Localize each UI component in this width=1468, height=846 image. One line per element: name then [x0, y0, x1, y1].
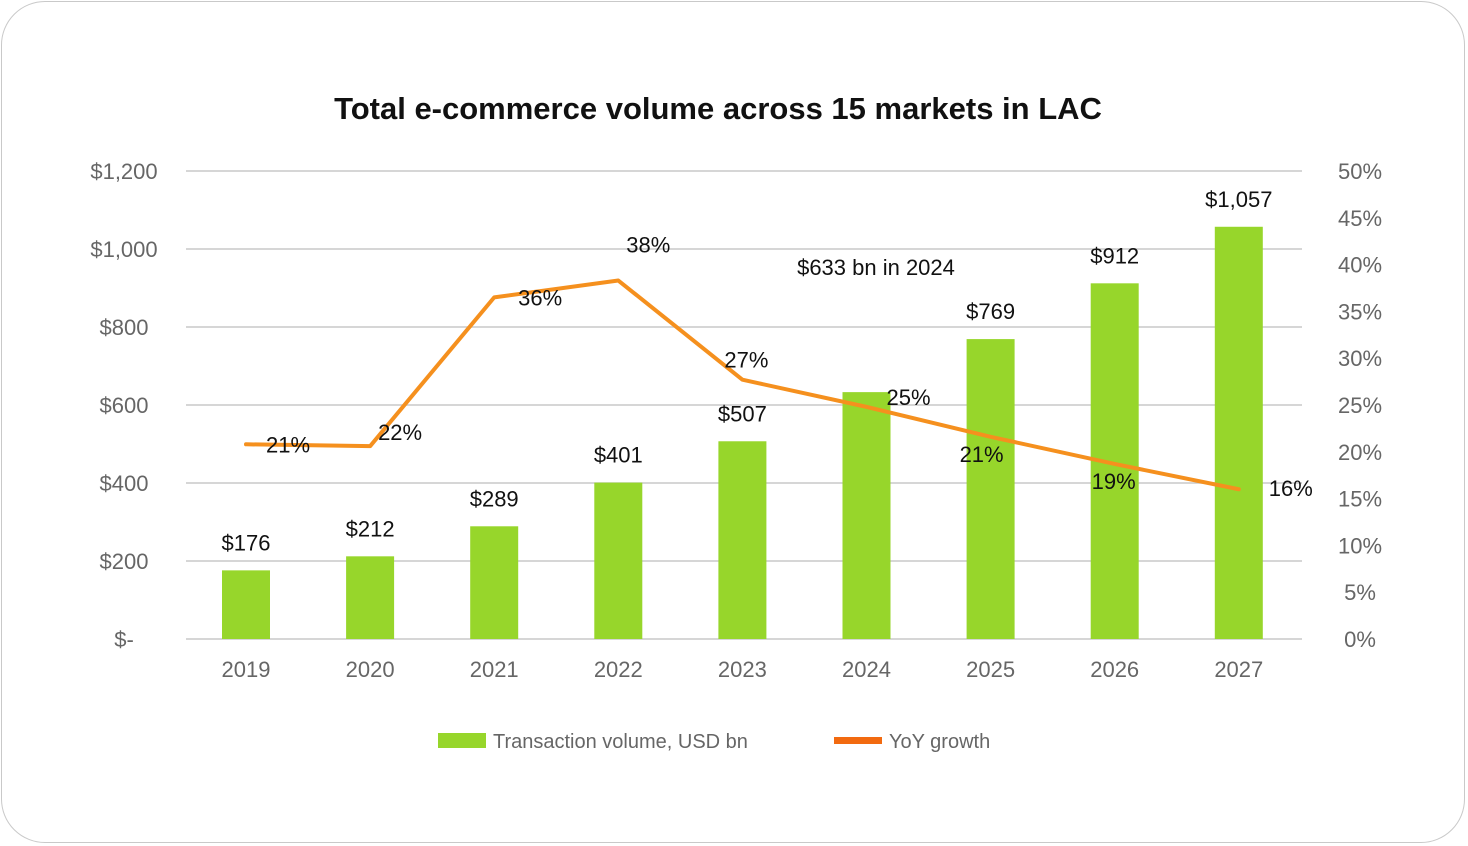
- left-axis-tick-label: $800: [100, 315, 149, 340]
- x-axis-tick-label: 2020: [346, 657, 395, 682]
- growth-value-label: 36%: [518, 285, 562, 310]
- bar-value-label: $176: [222, 530, 271, 555]
- x-axis-tick-label: 2026: [1090, 657, 1139, 682]
- right-axis-tick-label: 30%: [1338, 346, 1382, 371]
- bar: [842, 392, 891, 639]
- bar-value-label: $1,057: [1205, 187, 1272, 212]
- left-axis-tick-label: $600: [100, 393, 149, 418]
- x-axis-ticks: 2019 2020 2021 2022 2023 2024 2025 2026 2027: [222, 657, 1264, 682]
- x-axis-tick-label: 2019: [222, 657, 271, 682]
- bar: [470, 526, 519, 639]
- right-axis-tick-label: 5%: [1344, 580, 1376, 605]
- yoy-growth-line: [244, 278, 1241, 492]
- right-axis-tick-label: 35%: [1338, 299, 1382, 324]
- right-axis-tick-label: 0%: [1344, 627, 1376, 652]
- left-axis-ticks: $- $200 $400 $600 $800 $1,000 $1,200: [90, 159, 157, 652]
- bar: [718, 441, 767, 639]
- x-axis-tick-label: 2023: [718, 657, 767, 682]
- right-axis-tick-label: 10%: [1338, 533, 1382, 558]
- line-series: [244, 278, 1241, 492]
- data-labels: $176 $212 $289 $401 $507 $769 $912 $1,057 21% 22%…: [222, 187, 1313, 556]
- x-axis-tick-label: 2025: [966, 657, 1015, 682]
- right-axis-tick-label: 50%: [1338, 159, 1382, 184]
- right-axis-tick-label: 25%: [1338, 393, 1382, 418]
- growth-value-label: 16%: [1269, 476, 1313, 501]
- right-axis-tick-label: 15%: [1338, 487, 1382, 512]
- x-axis-tick-label: 2024: [842, 657, 891, 682]
- x-axis-tick-label: 2022: [594, 657, 643, 682]
- right-axis-tick-label: 45%: [1338, 206, 1382, 231]
- legend-swatch-line: [834, 737, 882, 744]
- bar-value-label: $769: [966, 299, 1015, 324]
- left-axis-tick-label: $400: [100, 471, 149, 496]
- growth-value-label: 38%: [626, 233, 670, 258]
- growth-value-label: 27%: [724, 348, 768, 373]
- bar-value-label: $401: [594, 443, 643, 468]
- bar-value-label: $507: [718, 401, 767, 426]
- bar-value-label: $912: [1090, 243, 1139, 268]
- left-axis-tick-label: $-: [114, 627, 134, 652]
- bar-series: [222, 226, 1263, 639]
- legend: Transaction volume, USD bn YoY growth: [438, 731, 990, 753]
- growth-value-label: 25%: [886, 385, 930, 410]
- chart-title: Total e-commerce volume across 15 market…: [334, 91, 1102, 126]
- left-axis-tick-label: $1,000: [90, 237, 157, 262]
- legend-swatch-bar: [438, 733, 486, 748]
- bar: [346, 556, 395, 639]
- growth-value-label: 19%: [1092, 469, 1136, 494]
- left-axis-tick-label: $1,200: [90, 159, 157, 184]
- growth-value-label: 21%: [266, 432, 310, 457]
- legend-label-line: YoY growth: [889, 731, 990, 753]
- bar: [1214, 226, 1263, 639]
- bar-value-label: $289: [470, 486, 519, 511]
- x-axis-tick-label: 2027: [1214, 657, 1263, 682]
- bar: [594, 482, 643, 639]
- legend-label-bar: Transaction volume, USD bn: [493, 731, 748, 753]
- x-axis-tick-label: 2021: [470, 657, 519, 682]
- annotation-2024: $633 bn in 2024: [797, 255, 955, 280]
- growth-value-label: 22%: [378, 420, 422, 445]
- bar: [222, 570, 270, 639]
- right-axis-tick-label: 40%: [1338, 253, 1382, 278]
- bar-value-label: $212: [346, 516, 395, 541]
- left-axis-tick-label: $200: [100, 549, 149, 574]
- growth-value-label: 21%: [960, 442, 1004, 467]
- bar: [966, 339, 1015, 639]
- right-axis-ticks: 0% 5% 10% 15% 20% 25% 30% 35% 40% 45% 50%: [1338, 159, 1382, 652]
- right-axis-tick-label: 20%: [1338, 440, 1382, 465]
